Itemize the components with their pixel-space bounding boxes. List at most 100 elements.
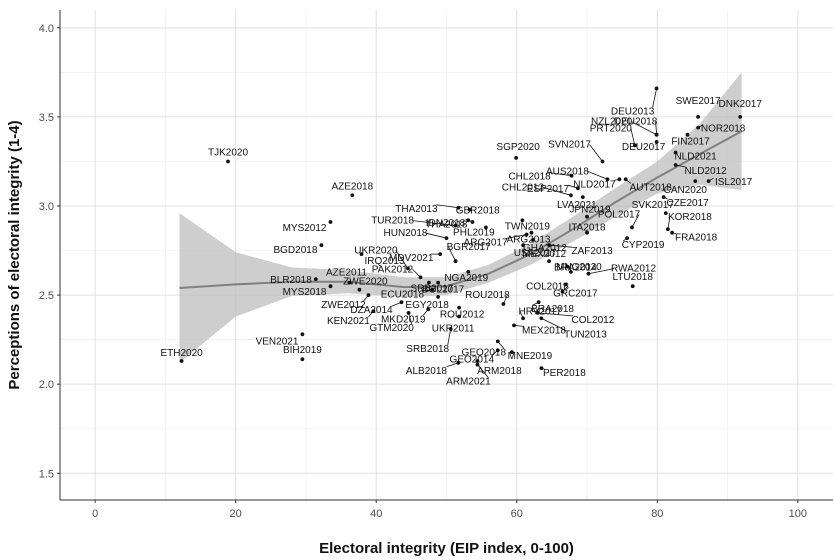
point-label: UKR2011 <box>432 324 475 335</box>
label-leader-line <box>541 367 545 370</box>
point-label: GTM2020 <box>369 323 414 334</box>
point-label: MEX2018 <box>522 325 566 336</box>
data-point <box>521 243 525 248</box>
point-label: ITA2018 <box>568 223 605 234</box>
point-label: BRA2018 <box>531 304 574 315</box>
point-label: DEU2013 <box>611 106 655 117</box>
label-leader-line <box>567 184 579 189</box>
label-leader-line <box>513 324 525 327</box>
data-point <box>350 193 355 198</box>
data-point <box>569 270 573 274</box>
point-label: BLR2018 <box>270 275 312 286</box>
point-label: DEU2018 <box>614 117 658 128</box>
point-label: NLD2021 <box>674 152 717 163</box>
y-tick-label: 2.5 <box>39 290 54 302</box>
axis-ticks: 0 20 40 60 80 100 1.5 2.0 2.5 3.0 3.5 4.0 <box>39 23 807 520</box>
point-label: COL2012 <box>571 315 614 326</box>
data-point <box>357 287 362 292</box>
point-label: BRA2014 <box>554 263 597 274</box>
label-leader-line <box>491 350 499 356</box>
data-point <box>630 225 634 230</box>
label-leader-line <box>447 328 452 346</box>
label-leader-line <box>631 214 640 228</box>
data-point <box>521 316 525 321</box>
label-leader-line <box>675 164 686 168</box>
point-label: AZE2011 <box>326 268 367 279</box>
point-label: ROU2012 <box>440 310 485 321</box>
point-label: NGA2019 <box>444 273 488 284</box>
data-point <box>630 284 635 289</box>
label-leader-line <box>412 220 456 226</box>
label-leader-line <box>363 294 369 302</box>
data-point <box>536 300 541 305</box>
point-label: CYP2019 <box>622 240 665 251</box>
data-point <box>585 214 589 219</box>
data-point <box>696 115 700 119</box>
data-point <box>580 195 585 200</box>
point-label: COL2018 <box>526 282 569 293</box>
data-point <box>565 264 570 269</box>
data-point <box>319 243 324 248</box>
confidence-ribbon-layer <box>179 72 743 363</box>
label-leader-line <box>412 268 421 278</box>
point-label: CHL2018 <box>508 172 551 183</box>
data-point <box>514 156 518 160</box>
point-label: ALB2018 <box>406 366 448 377</box>
data-point <box>427 280 431 285</box>
data-point <box>661 195 666 200</box>
y-tick-label: 2.0 <box>39 379 54 391</box>
point-label: PRT2020 <box>590 123 633 134</box>
label-leader-line <box>446 362 459 368</box>
label-leader-line <box>625 178 631 184</box>
data-point <box>484 225 488 230</box>
data-point <box>685 132 690 137</box>
data-point <box>666 227 670 232</box>
point-label: MNG2020 <box>556 262 602 273</box>
point-label: ARG2017 <box>464 238 508 249</box>
data-point <box>444 236 449 241</box>
data-point <box>529 230 534 235</box>
x-tick-label: 60 <box>511 508 523 520</box>
point-label: ETH2020 <box>160 348 203 359</box>
data-point <box>438 252 443 256</box>
data-point <box>226 159 230 164</box>
label-leader-line <box>532 301 539 306</box>
data-point <box>547 259 551 264</box>
label-leader-line <box>549 172 572 177</box>
point-label: RWA2012 <box>611 264 656 275</box>
label-leader-line <box>663 196 668 200</box>
point-label: DZA2014 <box>350 305 393 316</box>
label-leader-line <box>408 312 412 325</box>
point-label: ISL2017 <box>715 177 753 188</box>
point-label: BGD2018 <box>273 245 317 256</box>
data-point <box>663 211 668 216</box>
point-label: DEU2017 <box>622 142 666 153</box>
gridlines <box>60 10 833 500</box>
data-point <box>300 357 305 362</box>
point-label: BGR2017 <box>447 242 491 253</box>
point-label: THA2018 <box>425 219 468 230</box>
point-label: CAN2020 <box>664 185 708 196</box>
label-leader-line <box>541 317 566 331</box>
point-label: JPN2019 <box>569 205 611 216</box>
point-label: IDN2018 <box>426 218 466 229</box>
point-label: NLD2017 <box>573 179 616 190</box>
point-label: FIN2017 <box>671 137 710 148</box>
x-tick-label: 20 <box>230 508 242 520</box>
point-label: ROU2018 <box>465 290 510 301</box>
point-label: TUN2013 <box>564 329 607 340</box>
point-label: MYS2018 <box>283 287 327 298</box>
x-tick-label: 80 <box>651 508 663 520</box>
label-leader-line <box>391 301 402 307</box>
point-label: SGP2020 <box>496 142 540 153</box>
label-leader-line <box>630 128 636 146</box>
data-point <box>531 238 535 242</box>
data-point <box>706 179 711 184</box>
label-leader-line <box>422 309 429 316</box>
label-leader-line <box>465 218 473 223</box>
label-leader-line <box>436 204 459 209</box>
trend-line <box>179 130 743 289</box>
point-label: SRB2018 <box>406 344 449 355</box>
